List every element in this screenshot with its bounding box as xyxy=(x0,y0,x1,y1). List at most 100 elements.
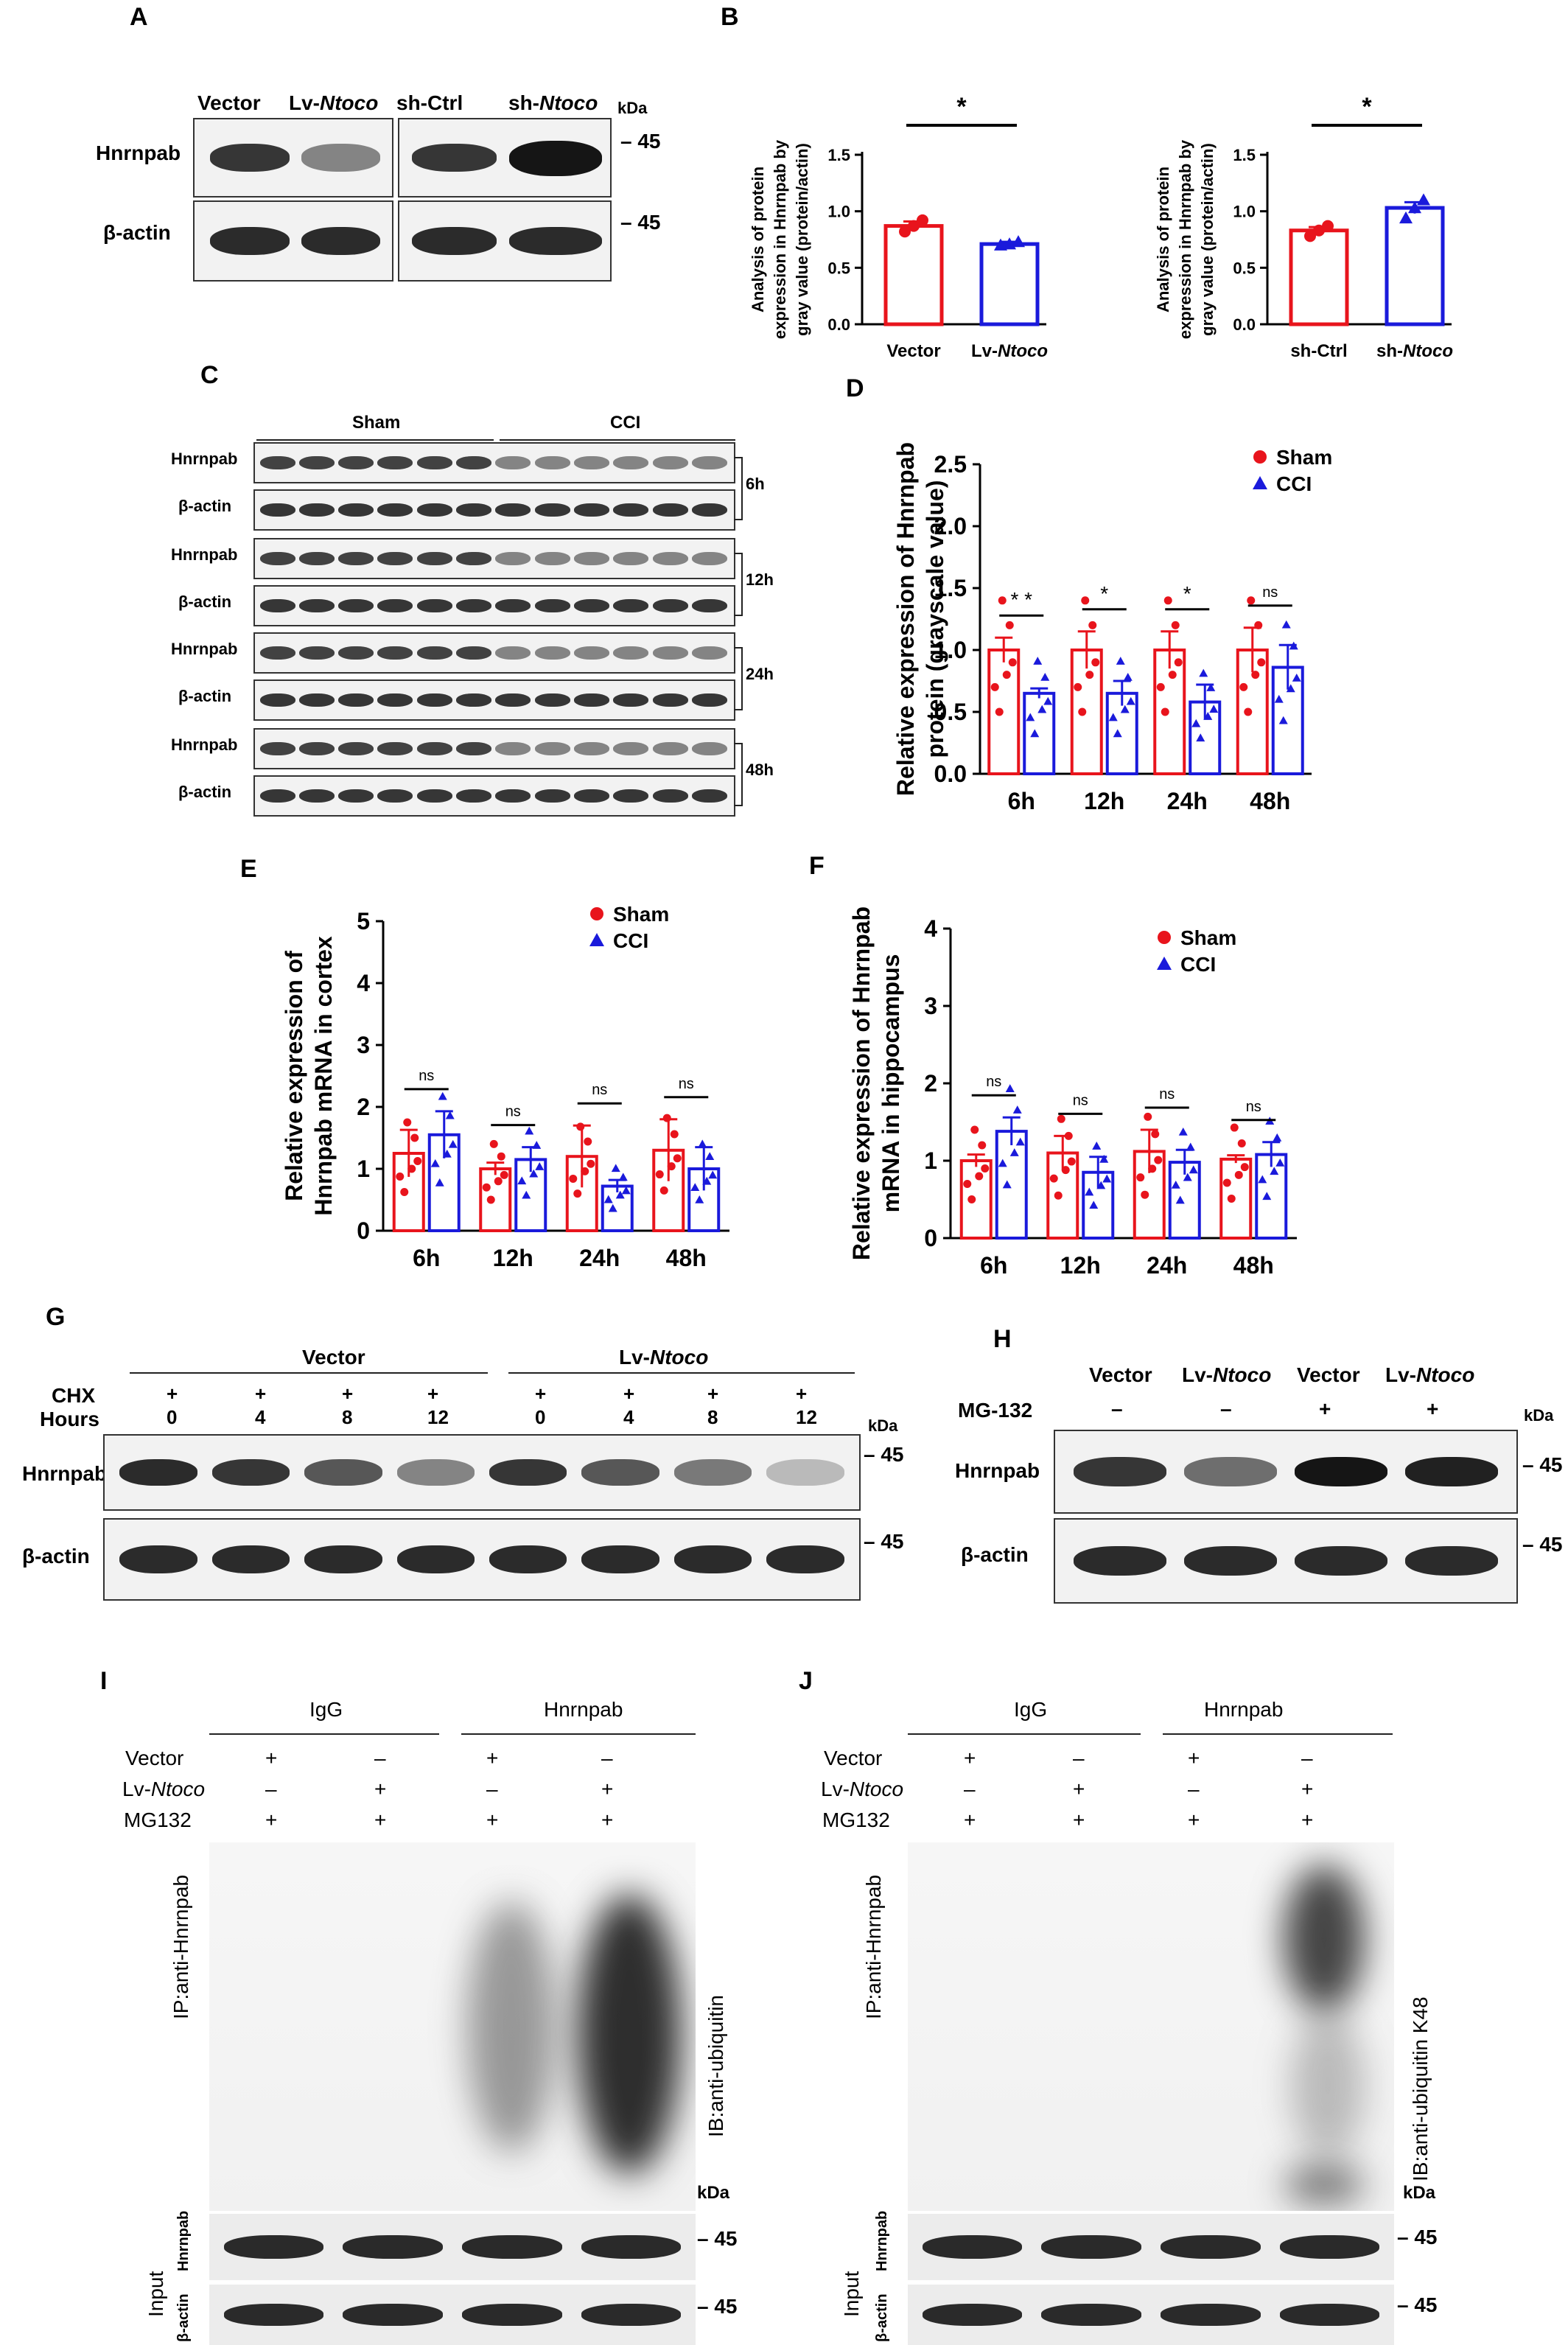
data-point xyxy=(981,1164,990,1172)
data-point xyxy=(708,1170,718,1179)
data-point xyxy=(1254,621,1263,629)
row-label: β-actin xyxy=(178,593,232,611)
band xyxy=(456,598,492,613)
data-point xyxy=(1091,658,1100,667)
data-point xyxy=(1008,658,1017,667)
cond-mark: – xyxy=(486,1778,498,1800)
panel-label-a: A xyxy=(130,3,148,31)
band xyxy=(223,2234,324,2260)
input-label: Input xyxy=(144,2271,167,2317)
data-point xyxy=(673,1154,682,1163)
legend-label: Sham xyxy=(613,903,669,926)
row-label-actin: β-actin xyxy=(961,1543,1029,1566)
chx-mark: + xyxy=(167,1383,178,1405)
data-point xyxy=(1206,683,1216,691)
band xyxy=(534,503,570,517)
group-line xyxy=(508,1372,855,1374)
data-point xyxy=(990,682,999,691)
data-point xyxy=(1178,1127,1188,1136)
data-point xyxy=(1067,1157,1076,1166)
data-point xyxy=(1417,193,1430,206)
blot-i-input-actin xyxy=(209,2285,696,2345)
band xyxy=(922,2234,1023,2260)
band xyxy=(377,646,413,660)
data-point xyxy=(659,1186,668,1195)
band xyxy=(573,646,609,660)
significance-mark: ns xyxy=(1073,1092,1088,1108)
time-label: 12h xyxy=(746,570,774,589)
data-point xyxy=(1240,1163,1249,1172)
lane-label: Vector xyxy=(1089,1363,1152,1386)
group-line xyxy=(461,1733,696,1735)
band xyxy=(304,1545,382,1574)
cond-label-lv-ntoco: Lv-Ntoco xyxy=(821,1778,904,1800)
lane-label-sh-ntoco: sh-Ntoco xyxy=(508,91,598,114)
chx-mark: + xyxy=(342,1383,354,1405)
data-point xyxy=(1203,712,1213,720)
hour-label: 0 xyxy=(535,1406,546,1428)
mw-marker: – 45 xyxy=(697,2295,738,2318)
data-point xyxy=(1234,1170,1243,1179)
y-tick-label: 2 xyxy=(924,1070,937,1097)
x-tick-label: 24h xyxy=(579,1245,620,1271)
band xyxy=(412,226,497,256)
data-point xyxy=(1057,1114,1065,1123)
band xyxy=(298,598,335,613)
band xyxy=(573,789,609,803)
cond-mark: – xyxy=(1301,1747,1313,1769)
data-point xyxy=(576,1122,585,1131)
data-point xyxy=(497,1152,505,1161)
band xyxy=(304,1459,382,1486)
blot-h-hnrnpab xyxy=(1054,1430,1518,1514)
band xyxy=(416,789,452,803)
x-tick-label-italic: Ntoco xyxy=(998,341,1048,361)
data-point xyxy=(1120,705,1130,713)
band xyxy=(573,693,609,707)
group-line xyxy=(1163,1733,1393,1735)
band xyxy=(119,1459,197,1486)
data-point xyxy=(1136,1173,1145,1182)
band xyxy=(416,455,452,470)
data-point xyxy=(403,1118,412,1127)
blot-j-input-hnrnpab xyxy=(908,2214,1394,2280)
y-tick-label: 4 xyxy=(924,915,937,942)
data-point xyxy=(1141,1190,1149,1199)
row-label-hnrnpab: Hnrnpab xyxy=(955,1459,1040,1482)
data-point xyxy=(1088,621,1097,629)
data-point xyxy=(1278,716,1288,724)
x-tick-label: Vector xyxy=(886,341,940,361)
bar xyxy=(1385,206,1445,326)
data-point xyxy=(1148,1164,1157,1173)
band xyxy=(613,741,649,756)
data-point xyxy=(410,1133,419,1142)
band xyxy=(1041,2234,1142,2260)
hour-label: 12 xyxy=(796,1406,817,1428)
chart-b-right: 0.0 0.5 1.0 1.5 Analysis of protein expressio… xyxy=(1154,93,1453,361)
band xyxy=(573,551,609,566)
y-tick-label: 1 xyxy=(357,1156,370,1182)
data-point xyxy=(1163,596,1172,605)
band xyxy=(259,551,295,566)
mw-marker: – 45 xyxy=(864,1443,904,1466)
x-tick-label: sh-Ctrl xyxy=(1290,341,1347,361)
data-point xyxy=(1209,705,1219,713)
band xyxy=(573,455,609,470)
cond-mark: – xyxy=(1220,1397,1232,1420)
mw-marker: – 45 xyxy=(864,1530,904,1553)
data-point xyxy=(1408,201,1421,214)
data-point xyxy=(1196,733,1205,742)
band xyxy=(691,741,727,756)
band xyxy=(922,2304,1023,2326)
x-tick-label: 48h xyxy=(1250,788,1290,814)
band xyxy=(581,1545,659,1574)
band xyxy=(613,789,649,803)
x-tick-label: 6h xyxy=(413,1245,440,1271)
band xyxy=(613,598,649,613)
input-hnrnpab-label: Hnrnpab xyxy=(874,2210,890,2271)
band xyxy=(338,503,374,517)
data-point xyxy=(1244,707,1253,716)
data-point xyxy=(1113,729,1122,738)
band xyxy=(534,551,570,566)
blot-strip xyxy=(253,775,735,817)
cond-mark: + xyxy=(1427,1397,1439,1420)
